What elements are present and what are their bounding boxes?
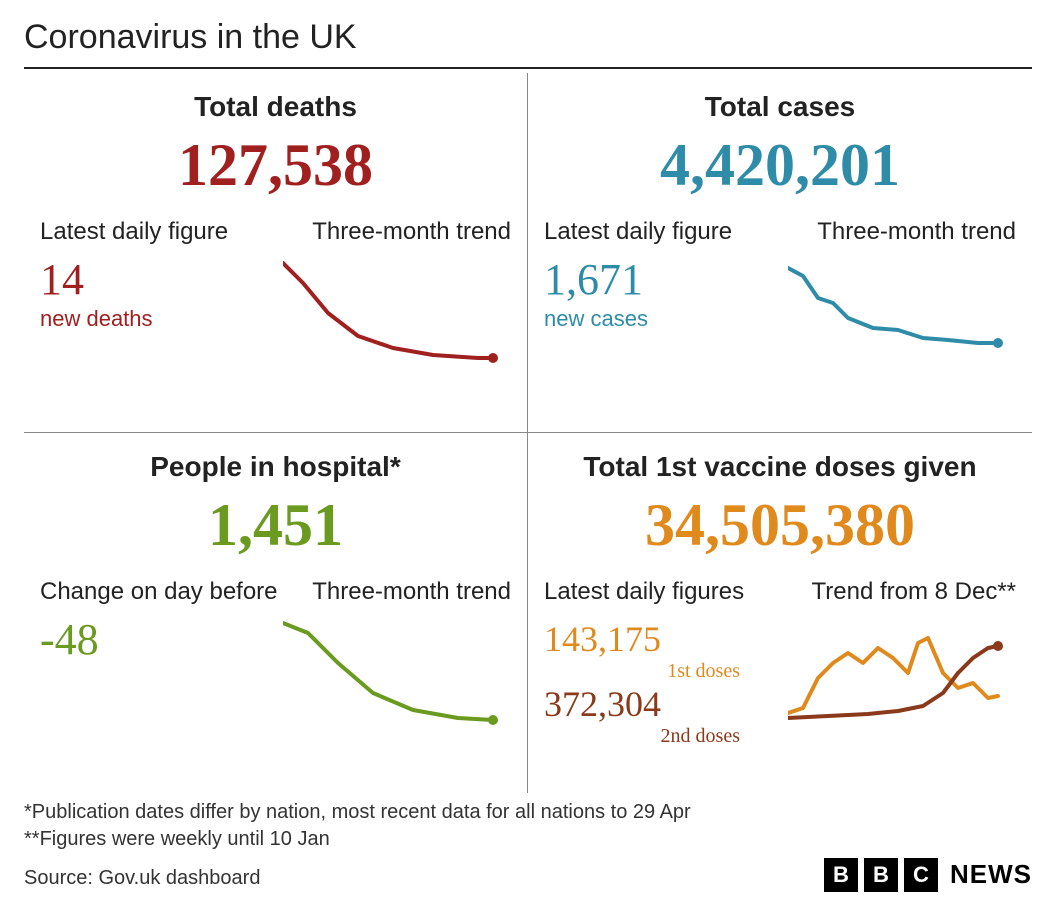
bbc-news-text: NEWS — [950, 857, 1032, 892]
deaths-daily-label: new deaths — [40, 306, 276, 332]
trend-from-label: Trend from 8 Dec** — [811, 578, 1016, 606]
dose1-label: 1st doses — [544, 660, 780, 683]
change-label: Change on day before — [40, 578, 278, 606]
bbc-b1: B — [824, 858, 858, 892]
deaths-subrow: Latest daily figure Three-month trend — [40, 218, 511, 246]
source-line: Source: Gov.uk dashboard — [24, 865, 260, 892]
footnote-2: **Figures were weekly until 10 Jan — [24, 826, 1032, 853]
deaths-daily-value: 14 — [40, 258, 276, 302]
panel-cases: Total cases 4,420,201 Latest daily figur… — [528, 73, 1032, 433]
cases-daily-value: 1,671 — [544, 258, 780, 302]
panel-vaccines-title: Total 1st vaccine doses given — [544, 451, 1016, 483]
vaccines-sparkline — [788, 618, 1008, 728]
latest-daily-figures-label: Latest daily figures — [544, 578, 744, 606]
stats-grid: Total deaths 127,538 Latest daily figure… — [24, 73, 1032, 793]
hospital-change-value: -48 — [40, 618, 276, 662]
deaths-total: 127,538 — [40, 131, 511, 200]
panel-hospital-title: People in hospital* — [40, 451, 511, 483]
latest-daily-label: Latest daily figure — [544, 218, 732, 246]
vaccines-subrow: Latest daily figures Trend from 8 Dec** — [544, 578, 1016, 606]
page-title: Coronavirus in the UK — [24, 18, 1032, 67]
panel-deaths: Total deaths 127,538 Latest daily figure… — [24, 73, 528, 433]
footnote-1: *Publication dates differ by nation, mos… — [24, 799, 1032, 826]
hospital-total: 1,451 — [40, 491, 511, 560]
vaccines-total: 34,505,380 — [544, 491, 1016, 560]
bbc-b2: B — [864, 858, 898, 892]
footnotes: *Publication dates differ by nation, mos… — [24, 799, 1032, 892]
panel-vaccines: Total 1st vaccine doses given 34,505,380… — [528, 433, 1032, 793]
bbc-b3: C — [904, 858, 938, 892]
panel-hospital: People in hospital* 1,451 Change on day … — [24, 433, 528, 793]
trend-label: Three-month trend — [312, 218, 511, 246]
dose2-value: 372,304 — [544, 683, 661, 725]
panel-deaths-title: Total deaths — [40, 91, 511, 123]
hospital-subrow: Change on day before Three-month trend — [40, 578, 511, 606]
title-divider — [24, 67, 1032, 69]
hospital-sparkline — [283, 618, 503, 728]
dose1-value: 143,175 — [544, 618, 661, 660]
panel-cases-title: Total cases — [544, 91, 1016, 123]
trend-label: Three-month trend — [312, 578, 511, 606]
cases-total: 4,420,201 — [544, 131, 1016, 200]
cases-subrow: Latest daily figure Three-month trend — [544, 218, 1016, 246]
cases-sparkline — [788, 258, 1008, 368]
deaths-sparkline — [283, 258, 503, 368]
latest-daily-label: Latest daily figure — [40, 218, 228, 246]
bbc-news-logo: B B C NEWS — [824, 857, 1032, 892]
dose2-label: 2nd doses — [544, 725, 780, 748]
cases-daily-label: new cases — [544, 306, 780, 332]
trend-label: Three-month trend — [817, 218, 1016, 246]
